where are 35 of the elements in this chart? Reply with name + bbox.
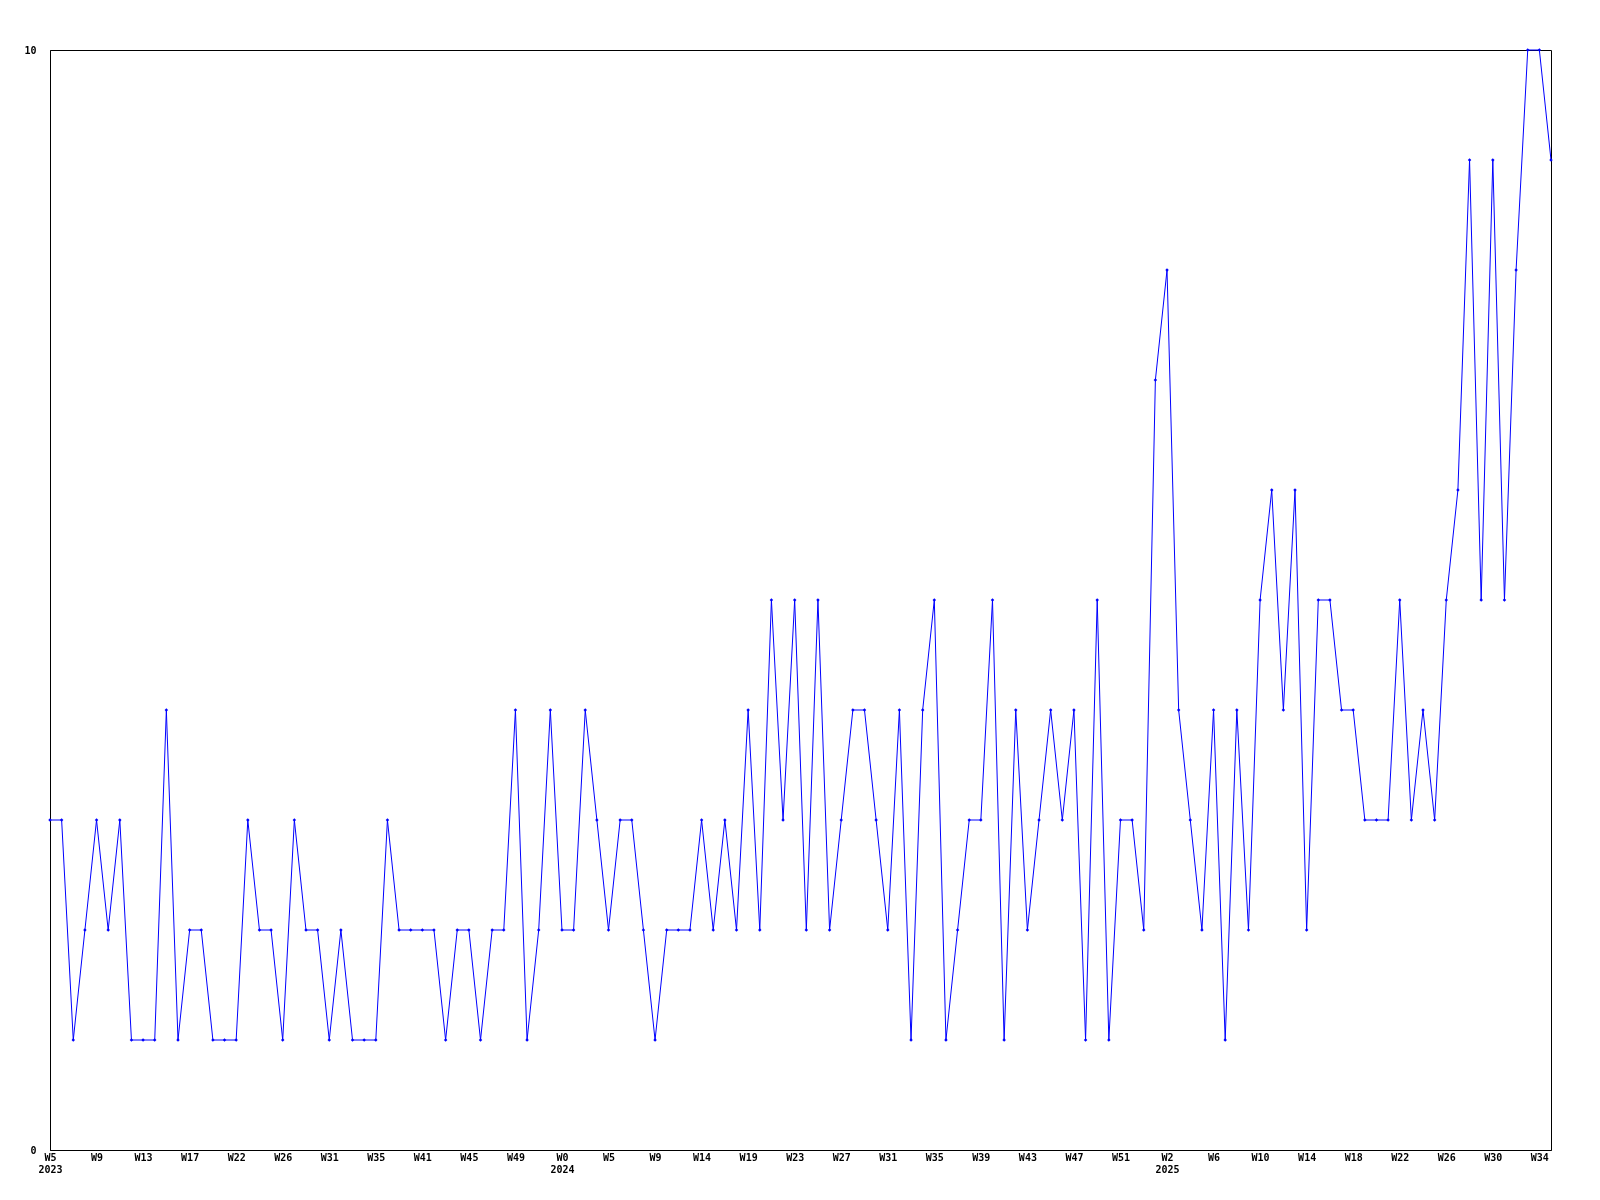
x-tick-label: W26 <box>1437 1151 1456 1163</box>
x-tick-label: W10 <box>1251 1151 1270 1163</box>
x-tick-label: W39 <box>972 1151 991 1163</box>
x-tick-label: W0 2024 <box>550 1151 575 1175</box>
x-tick-label: W49 <box>506 1151 525 1163</box>
x-tick-label: W9 <box>91 1151 104 1163</box>
x-tick-label: W2 2025 <box>1155 1151 1180 1175</box>
x-tick-label: W22 <box>227 1151 246 1163</box>
x-tick-label: W35 <box>367 1151 386 1163</box>
x-tick-label: W13 <box>134 1151 153 1163</box>
x-tick-label: W14 <box>1298 1151 1317 1163</box>
x-tick-label: W41 <box>413 1151 432 1163</box>
y-tick-label: 0 <box>30 1144 37 1156</box>
x-tick-label: W31 <box>320 1151 339 1163</box>
x-tick-label: W26 <box>274 1151 293 1163</box>
x-tick-label: W19 <box>739 1151 758 1163</box>
x-tick-label: W35 <box>925 1151 944 1163</box>
x-tick-label: W18 <box>1344 1151 1363 1163</box>
x-tick-label: W51 <box>1111 1151 1131 1163</box>
x-tick-label: W23 <box>786 1151 805 1163</box>
y-tick-label: 10 <box>24 44 37 56</box>
x-tick-label: W5 2023 <box>38 1151 63 1175</box>
x-tick-label: W30 <box>1484 1151 1503 1163</box>
x-tick-label: W47 <box>1065 1151 1084 1163</box>
x-tick-label: W27 <box>832 1151 851 1163</box>
x-tick-label: W5 <box>602 1151 616 1163</box>
x-tick-label: W43 <box>1018 1151 1037 1163</box>
x-tick-label: W45 <box>460 1151 479 1163</box>
x-tick-label: W22 <box>1391 1151 1410 1163</box>
x-tick-label: W17 <box>181 1151 200 1163</box>
x-tick-label: W9 <box>649 1151 662 1163</box>
x-tick-label: W34 <box>1530 1151 1549 1163</box>
x-tick-label: W6 <box>1208 1151 1221 1163</box>
x-tick-label: W14 <box>693 1151 712 1163</box>
x-tick-label: W31 <box>879 1151 898 1163</box>
